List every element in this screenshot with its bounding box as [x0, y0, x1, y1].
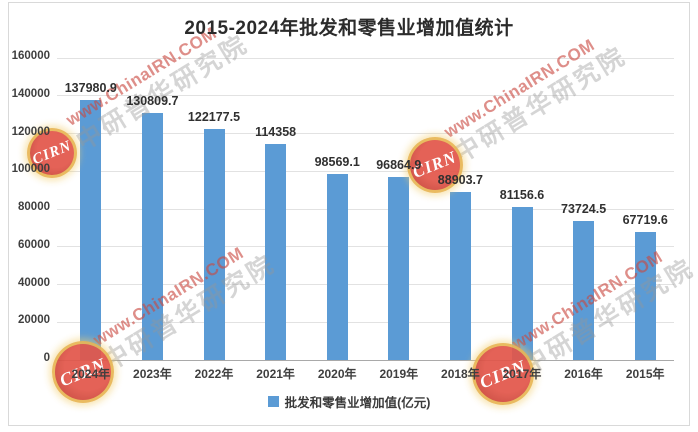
- bar-2018年: [449, 192, 471, 360]
- x-axis-tick-label: 2020年: [317, 367, 357, 381]
- x-axis-tick-label: 2022年: [194, 367, 234, 381]
- bar-value-label: 130809.7: [126, 94, 179, 109]
- chart-title: 2015-2024年批发和零售业增加值统计: [184, 18, 514, 39]
- x-axis-tick-label: 2016年: [564, 367, 603, 381]
- bar-value-label: 67719.6: [622, 213, 668, 228]
- bar-2019年: [388, 177, 410, 360]
- bar-value-label: 73724.5: [561, 201, 607, 216]
- x-axis-tick-label: 2024年: [71, 367, 111, 381]
- bar-2023年: [141, 113, 163, 360]
- x-axis-tick-label: 2018年: [441, 367, 480, 381]
- gridline: [57, 133, 674, 134]
- gridline: [57, 95, 674, 97]
- bar-value-label: 122177.5: [187, 110, 241, 125]
- x-axis-tick-label: 2021年: [256, 367, 295, 381]
- legend: 批发和零售业增加值(亿元): [0, 392, 698, 411]
- bar-2021年: [265, 144, 287, 360]
- y-axis-tick-label: 140000: [11, 87, 50, 100]
- bar-2016年: [573, 220, 595, 360]
- gridline: [57, 57, 674, 59]
- bar-2015年: [634, 232, 656, 360]
- gridline: [57, 246, 674, 248]
- bar-value-label: 88903.7: [437, 173, 483, 188]
- y-axis-tick-label: 60000: [18, 238, 50, 251]
- y-axis-tick-label: 20000: [18, 314, 50, 327]
- bar-value-label: 137980.9: [64, 80, 117, 95]
- y-axis-tick-label: 0: [43, 352, 50, 364]
- legend-label: 批发和零售业增加值(亿元): [284, 396, 431, 410]
- y-axis-tick-label: 100000: [11, 163, 50, 176]
- x-axis-tick-label: 2015年: [625, 367, 665, 381]
- gridline: [57, 208, 674, 210]
- bar-2017年: [511, 206, 533, 360]
- x-axis-tick-label: 2017年: [502, 367, 542, 381]
- bar-value-label: 114358: [255, 125, 297, 140]
- bar-value-label: 81156.6: [499, 187, 545, 202]
- x-axis-line: [57, 359, 674, 361]
- y-axis-tick-label: 40000: [18, 276, 50, 289]
- y-axis-tick-label: 120000: [11, 125, 50, 138]
- gridline: [57, 284, 674, 285]
- x-axis-tick-label: 2023年: [133, 367, 172, 381]
- gridline: [57, 170, 674, 172]
- y-axis-tick-label: 80000: [18, 201, 50, 213]
- x-axis-tick-label: 2019年: [379, 367, 419, 381]
- bar-value-label: 98569.1: [314, 154, 360, 169]
- bar-2024年: [80, 99, 102, 360]
- y-axis-tick-label: 160000: [11, 50, 50, 62]
- bar-2020年: [326, 173, 348, 360]
- bar-2022年: [203, 129, 225, 360]
- bar-value-label: 96864.9: [376, 158, 422, 173]
- gridline: [57, 321, 674, 323]
- legend-marker-square: [267, 396, 279, 407]
